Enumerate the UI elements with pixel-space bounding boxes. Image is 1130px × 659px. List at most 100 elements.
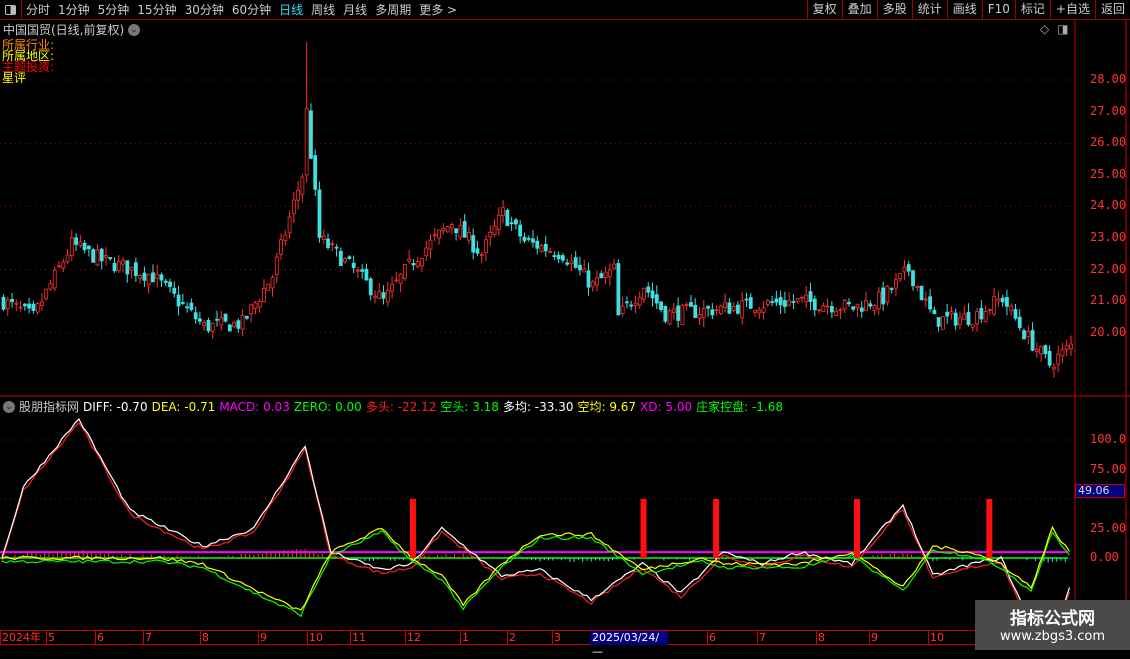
- period-8[interactable]: 月线: [343, 3, 368, 17]
- period-0[interactable]: 分时: [26, 3, 51, 17]
- indicator-tick: 0.00: [1090, 550, 1119, 564]
- candle-body: [804, 294, 809, 303]
- period-5[interactable]: 60分钟: [231, 3, 272, 17]
- candle-body: [159, 274, 164, 281]
- candle-body: [411, 263, 416, 266]
- candle-body: [125, 260, 130, 275]
- candle-body: [227, 324, 232, 332]
- candle-body: [253, 302, 258, 309]
- period-4[interactable]: 30分钟: [184, 3, 224, 17]
- watermark-title: 指标公式网: [1010, 609, 1095, 629]
- period-2[interactable]: 5分钟: [97, 3, 130, 17]
- candle-body: [979, 307, 984, 320]
- candle-body: [467, 232, 471, 241]
- bull-avg-line: [1, 417, 1071, 612]
- candle-body: [121, 260, 125, 265]
- toolbar-button-6[interactable]: 标记: [1014, 0, 1050, 20]
- date-label: 8: [200, 631, 209, 645]
- candle-body: [61, 261, 66, 269]
- candle-body: [437, 229, 441, 239]
- candle-body: [22, 303, 27, 307]
- chevron-down-icon[interactable]: ⌄: [128, 23, 141, 36]
- candle-body: [449, 224, 454, 229]
- period-6[interactable]: 日线: [279, 3, 304, 17]
- candle-body: [970, 324, 975, 328]
- legend-item: 多头: -22.12: [365, 400, 437, 414]
- candle-body: [501, 207, 505, 216]
- candle-body: [650, 290, 655, 299]
- candle-body: [163, 280, 168, 283]
- candle-body: [151, 272, 155, 283]
- candle-body: [1034, 348, 1039, 352]
- panel-icon[interactable]: ◨: [1057, 22, 1069, 36]
- candle-body: [1069, 343, 1073, 350]
- candle-body: [95, 249, 100, 266]
- candle-body: [496, 214, 501, 230]
- signal-bar: [409, 499, 416, 558]
- indicator-tick: 75.00: [1090, 461, 1127, 476]
- candle-body: [736, 304, 740, 314]
- period-9[interactable]: 多周期: [375, 3, 412, 17]
- candle-body: [701, 308, 706, 319]
- candle-body: [317, 189, 322, 238]
- candle-body: [748, 297, 753, 309]
- candle-body: [390, 283, 394, 292]
- price-tick: 23.00: [1090, 230, 1127, 244]
- signal-bar: [986, 499, 993, 558]
- date-label: 7: [143, 631, 152, 645]
- candle-body: [987, 309, 992, 311]
- candle-body: [1039, 346, 1044, 355]
- candle-body: [283, 234, 288, 242]
- candle-body: [368, 278, 373, 296]
- signal-bar: [640, 499, 647, 558]
- toolbar-button-7[interactable]: +自选: [1049, 0, 1095, 20]
- candle-body: [889, 288, 894, 290]
- candle-body: [881, 287, 886, 305]
- candle-body: [671, 308, 676, 314]
- toolbar-button-2[interactable]: 多股: [876, 0, 912, 20]
- candle-body: [31, 303, 36, 311]
- toolbar-button-1[interactable]: 叠加: [841, 0, 877, 20]
- candle-body: [198, 318, 202, 322]
- candle-body: [1047, 351, 1052, 366]
- candle-body: [138, 275, 143, 279]
- candle-body: [428, 239, 433, 250]
- period-1[interactable]: 1分钟: [58, 3, 90, 17]
- candle-body: [189, 302, 194, 310]
- toolbar-button-0[interactable]: 复权: [806, 0, 842, 20]
- candle-body: [291, 199, 296, 214]
- panel-icon: [5, 4, 16, 15]
- candle-body: [573, 257, 578, 268]
- candle-body: [326, 238, 330, 248]
- period-10[interactable]: 更多 >: [419, 3, 458, 17]
- candle-body: [351, 262, 356, 268]
- candle-body: [941, 316, 945, 330]
- candle-body: [1026, 331, 1031, 338]
- date-label: 3: [552, 631, 561, 645]
- toolbar-button-8[interactable]: 返回: [1094, 0, 1130, 20]
- candle-body: [565, 262, 570, 265]
- candle-body: [10, 299, 14, 303]
- candle-body: [407, 258, 412, 262]
- period-3[interactable]: 15分钟: [137, 3, 177, 17]
- chevron-down-icon[interactable]: ⌄: [3, 400, 15, 413]
- price-tick: 26.00: [1090, 135, 1127, 150]
- toolbar-button-5[interactable]: F10: [981, 0, 1015, 20]
- period-7[interactable]: 周线: [311, 3, 336, 17]
- diamond-icon[interactable]: ◇: [1040, 22, 1050, 36]
- candle-body: [894, 278, 898, 289]
- panel-toggle-button[interactable]: [0, 0, 22, 20]
- candle-body: [394, 279, 399, 282]
- candle-body: [659, 301, 663, 311]
- candle-body: [87, 245, 91, 250]
- candle-body: [868, 303, 873, 307]
- candle-body: [48, 283, 53, 290]
- signal-bar: [854, 499, 860, 558]
- candle-body: [740, 300, 745, 319]
- date-label: 9: [258, 631, 267, 645]
- candle-body: [509, 222, 514, 225]
- toolbar-button-3[interactable]: 统计: [911, 0, 947, 20]
- toolbar-button-4[interactable]: 画线: [946, 0, 982, 20]
- candle-body: [821, 305, 826, 312]
